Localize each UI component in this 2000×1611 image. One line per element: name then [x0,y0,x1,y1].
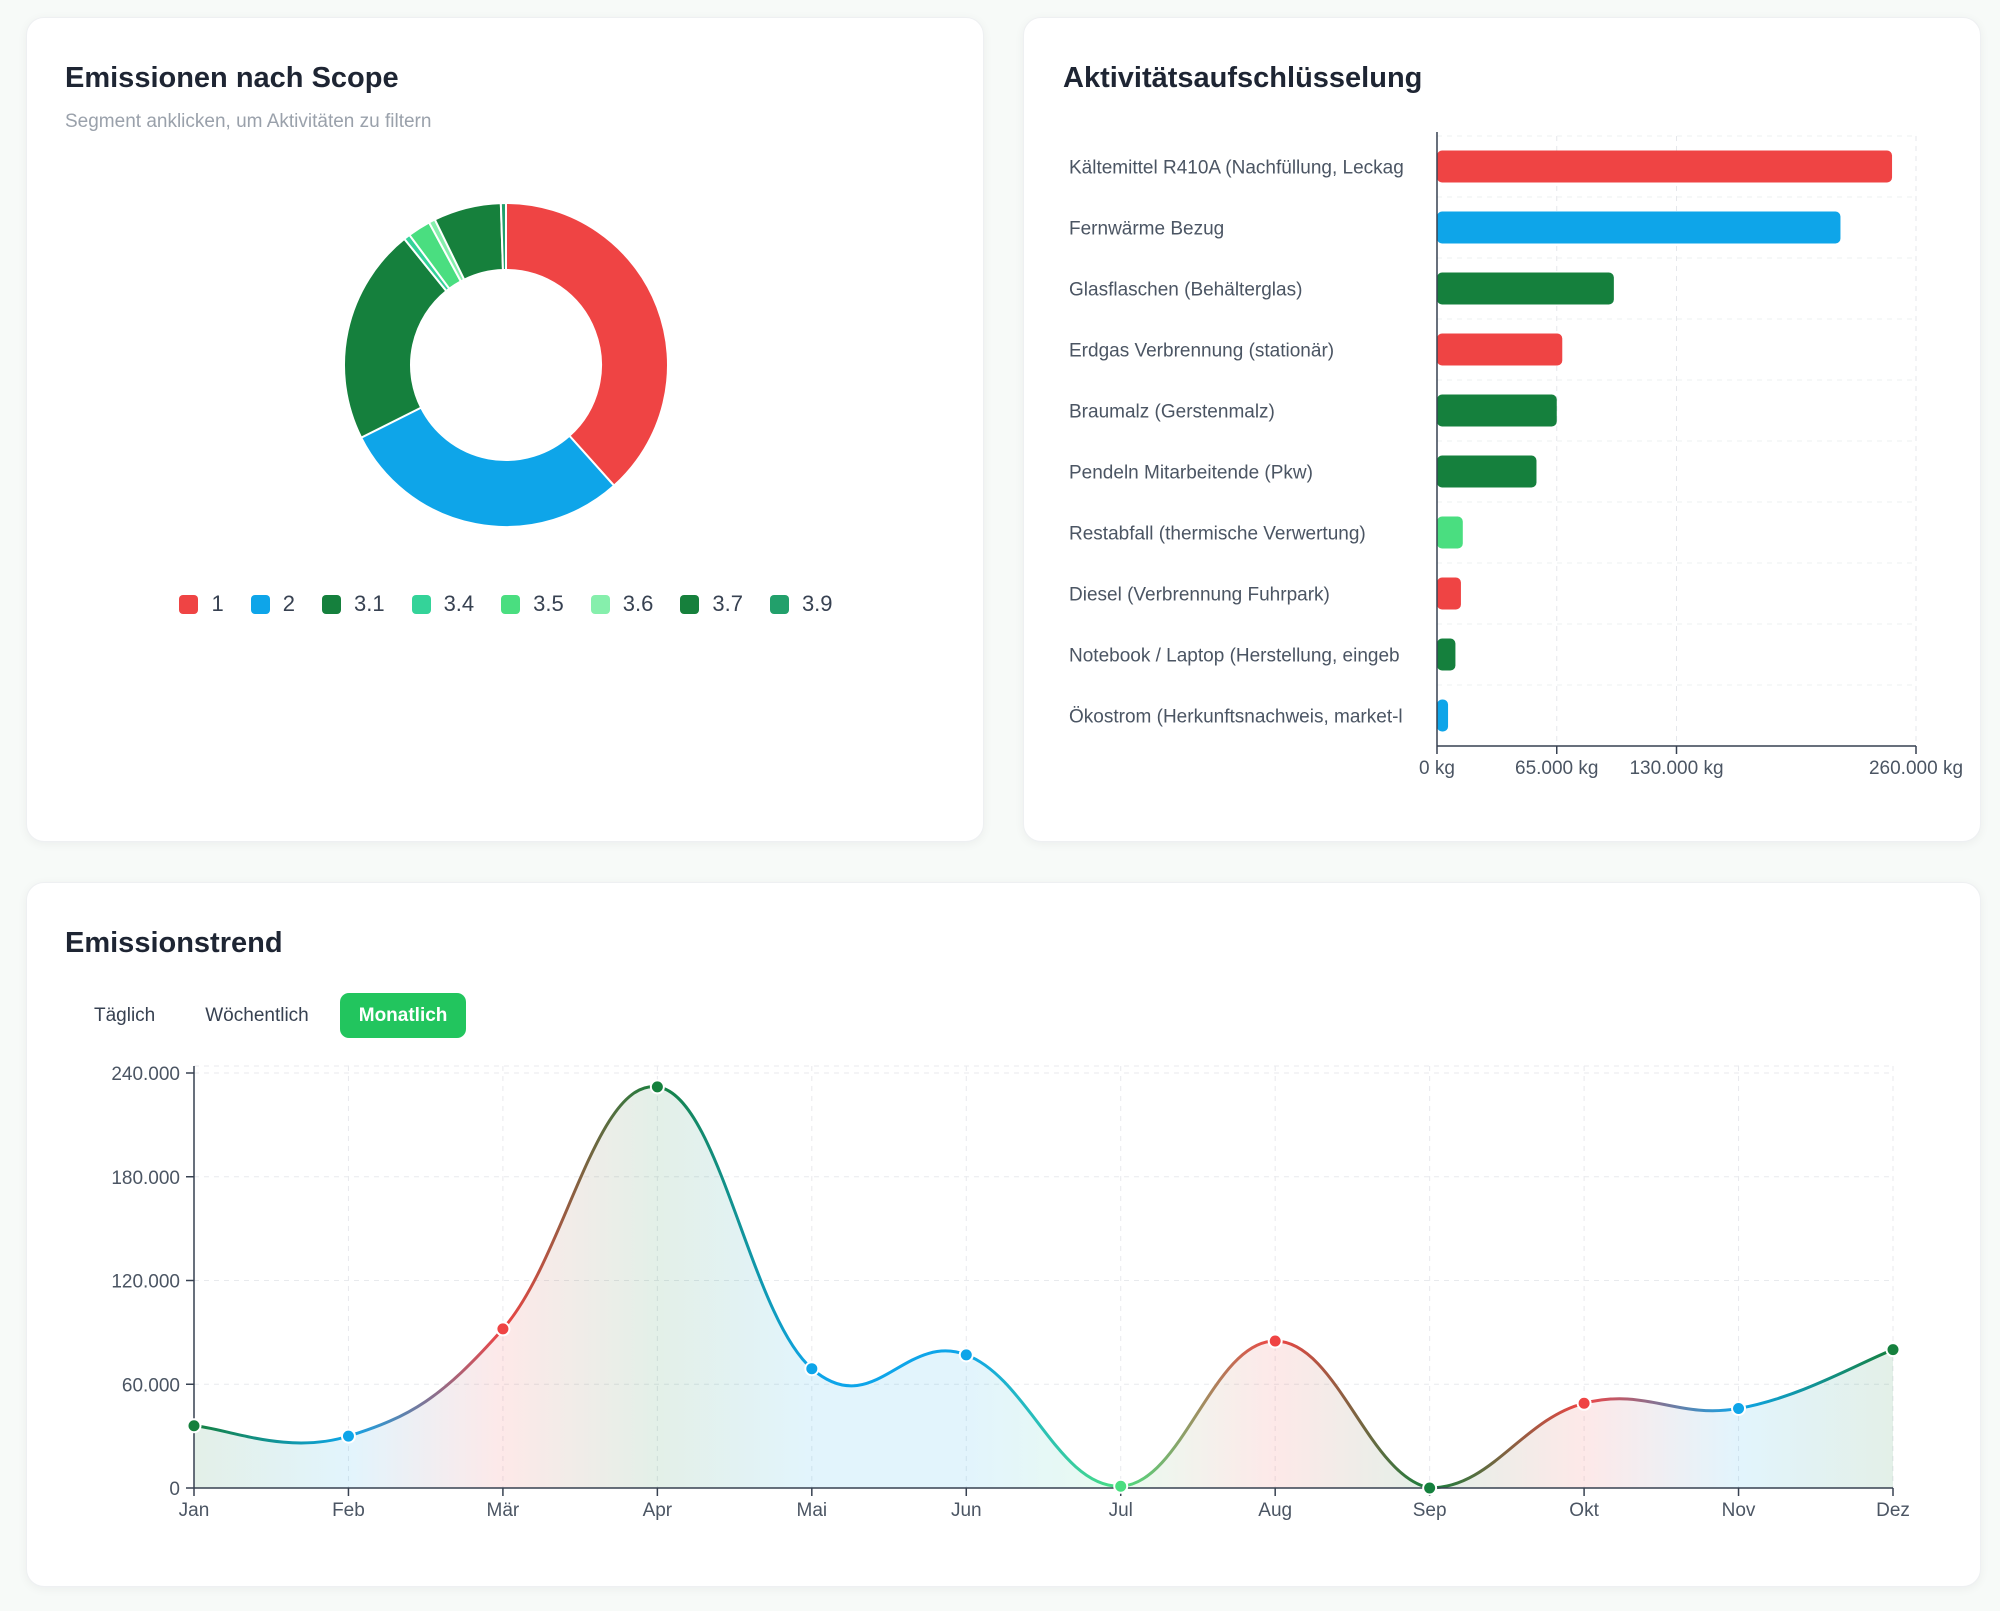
x-tick-label: Mai [797,1500,828,1521]
x-tick-label: 65.000 kg [1515,758,1598,779]
trend-card: Emissionstrend Täglich Wöchentlich Monat… [26,882,1981,1587]
y-tick-label: 240.000 [111,1064,180,1085]
x-tick-label: 130.000 kg [1629,758,1723,779]
legend-label: 1 [211,591,224,616]
scope-card: Emissionen nach Scope Segment anklicken,… [26,17,984,842]
legend-item-scope-3-1[interactable]: 3.1 [321,591,385,617]
trend-point[interactable] [340,1428,356,1444]
y-tick-label: 0 [169,1479,180,1500]
trend-line-chart: 0 60.000 120.000 180.000 240.000 Jan Feb Mär Apr… [111,1064,1910,1521]
trend-point[interactable] [1576,1395,1592,1411]
x-tick-label: Okt [1569,1500,1599,1521]
legend-label: 3.9 [801,591,833,616]
legend-label: 3.1 [353,591,385,616]
trend-point[interactable] [1113,1478,1129,1494]
trend-point[interactable] [495,1321,511,1337]
bar[interactable] [1437,638,1456,671]
legend-swatch [680,594,700,614]
legend-item-scope-3-5[interactable]: 3.5 [501,591,564,617]
legend-swatch [179,594,199,614]
x-tick-label: Mär [487,1500,520,1521]
bar-category-label: Fernwärme Bezug [1069,219,1224,240]
bar-category-label: Braumalz (Gerstenmalz) [1069,402,1275,423]
legend-swatch [321,594,341,614]
bar-category-label: Notebook / Laptop (Herstellung, eingeb [1069,646,1400,667]
trend-card-title: Emissionstrend [65,927,283,959]
x-tick-label: Jul [1109,1500,1133,1521]
trend-point[interactable] [804,1361,820,1377]
x-tick-label: Jan [179,1500,210,1521]
legend-label: 2 [282,591,295,616]
trend-point[interactable] [649,1079,665,1095]
legend-item-scope-1[interactable]: 1 [179,591,224,617]
x-tick-label: Sep [1413,1500,1447,1521]
bar[interactable] [1437,333,1563,366]
activity-card-title: Aktivitätsaufschlüsselung [1063,62,1423,94]
bar[interactable] [1437,516,1463,549]
bar[interactable] [1437,394,1557,427]
donut-slice-scope-3-1[interactable] [343,237,448,439]
bar[interactable] [1437,699,1449,732]
y-tick-label: 120.000 [111,1272,180,1293]
bar-category-label: Restabfall (thermische Verwertung) [1069,524,1366,545]
x-tick-label: Aug [1258,1500,1292,1521]
activity-bar-chart: Kältemittel R410A (Nachfüllung, Leckag Fe… [1069,132,1963,779]
donut-slice-scope-3-9[interactable] [499,201,507,272]
y-tick-label: 180.000 [111,1168,180,1189]
trend-area [194,1086,1893,1488]
legend-item-scope-3-7[interactable]: 3.7 [680,591,743,617]
tab-monthly[interactable]: Monatlich [339,993,467,1038]
bar[interactable] [1437,211,1841,244]
x-tick-label: Jun [951,1500,982,1521]
legend-item-scope-2[interactable]: 2 [250,591,295,617]
bar-category-label: Kältemittel R410A (Nachfüllung, Leckag [1069,158,1404,179]
legend-swatch [501,594,521,614]
x-tick-label: 260.000 kg [1869,758,1963,779]
tab-daily[interactable]: Täglich [94,1004,156,1026]
bar-category-label: Pendeln Mitarbeitende (Pkw) [1069,463,1313,484]
trend-point[interactable] [1885,1342,1901,1358]
legend-label: 3.6 [622,591,654,616]
y-tick-label: 60.000 [122,1375,180,1396]
trend-point[interactable] [186,1418,202,1434]
legend-item-scope-3-9[interactable]: 3.9 [769,591,833,617]
trend-point[interactable] [1731,1400,1747,1416]
legend-swatch [769,594,789,614]
trend-line [193,1085,1894,1490]
bar-category-label: Ökostrom (Herkunftsnachweis, market-l [1069,707,1403,728]
legend-swatch [590,594,610,614]
legend-swatch [411,594,431,614]
scope-card-subtitle: Segment anklicken, um Aktivitäten zu fil… [65,111,432,132]
trend-point[interactable] [1267,1333,1283,1349]
donut-slice-scope-1[interactable] [505,201,669,488]
donut-slice-scope-2[interactable] [359,406,616,528]
scope-card-title: Emissionen nach Scope [65,62,399,94]
x-tick-label: Apr [643,1500,673,1521]
scope-legend: 1 2 3.1 3.4 3.5 3.6 3.7 3.9 [27,591,985,617]
x-tick-label: 0 kg [1419,758,1455,779]
bar-category-label: Erdgas Verbrennung (stationär) [1069,341,1334,362]
legend-item-scope-3-6[interactable]: 3.6 [590,591,654,617]
legend-label: 3.7 [712,591,743,616]
scope-donut-chart[interactable] [27,18,985,718]
trend-point[interactable] [958,1347,974,1363]
bar[interactable] [1437,455,1537,488]
trend-point[interactable] [1422,1480,1438,1496]
legend-item-scope-3-4[interactable]: 3.4 [411,591,475,617]
legend-swatch [250,594,270,614]
legend-label: 3.4 [443,591,475,616]
bar-category-label: Diesel (Verbrennung Fuhrpark) [1069,585,1330,606]
tab-weekly[interactable]: Wöchentlich [205,1004,309,1026]
bar[interactable] [1437,150,1893,183]
legend-label: 3.5 [533,591,564,616]
x-tick-label: Nov [1722,1500,1756,1521]
bar-category-label: Glasflaschen (Behälterglas) [1069,280,1302,301]
bar[interactable] [1437,577,1461,610]
x-tick-label: Dez [1876,1500,1910,1521]
period-tabs: Täglich Wöchentlich Monatlich [75,993,467,1038]
activity-card: Aktivitätsaufschlüsselung Kältemittel R4… [1023,17,1981,842]
x-tick-label: Feb [332,1500,365,1521]
bar[interactable] [1437,272,1614,305]
